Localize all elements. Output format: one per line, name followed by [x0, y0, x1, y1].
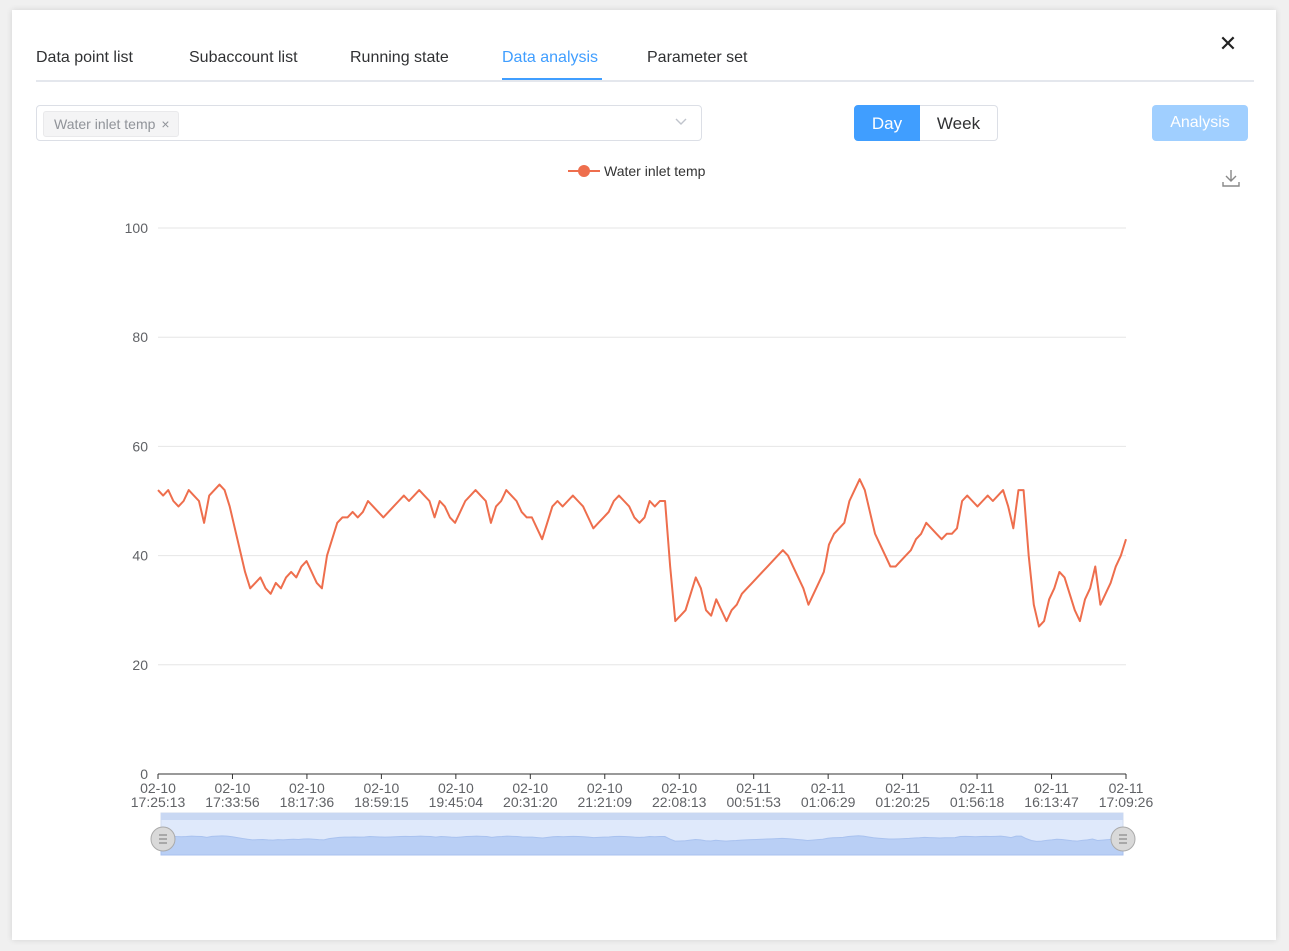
x-tick-label-time: 18:59:15: [354, 794, 409, 810]
tab-subaccount-list[interactable]: Subaccount list: [189, 49, 298, 66]
line-chart: 02040608010002-1017:25:1302-1017:33:5602…: [125, 163, 1154, 856]
tab-data-analysis[interactable]: Data analysis: [502, 49, 599, 66]
zoom-selected-band: [161, 813, 1123, 820]
chevron-down-icon[interactable]: [673, 113, 689, 129]
x-tick-label-date: 02-10: [363, 780, 399, 796]
x-tick-label-date: 02-11: [960, 780, 995, 796]
x-tick-label-date: 02-10: [140, 780, 176, 796]
data-point-select[interactable]: Water inlet temp ×: [36, 105, 702, 141]
y-tick-label: 60: [132, 438, 148, 454]
tab-data-point-list[interactable]: Data point list: [36, 49, 133, 66]
active-tab-indicator: [502, 78, 602, 80]
x-tick-label-date: 02-11: [811, 780, 846, 796]
x-tick-label-time: 18:17:36: [280, 794, 335, 810]
x-tick-label-time: 17:25:13: [131, 794, 186, 810]
x-tick-label-date: 02-11: [1109, 780, 1144, 796]
selected-tag: Water inlet temp ×: [43, 111, 179, 137]
close-icon[interactable]: ✕: [1218, 31, 1238, 56]
zoom-preview-area: [160, 835, 1124, 856]
analysis-button[interactable]: Analysis: [1152, 105, 1248, 141]
x-tick-label-time: 22:08:13: [652, 794, 707, 810]
tab-parameter-set[interactable]: Parameter set: [647, 49, 748, 66]
legend-label: Water inlet temp: [604, 163, 706, 179]
x-tick-label-date: 02-10: [438, 780, 474, 796]
tag-close-icon[interactable]: ×: [161, 116, 170, 132]
data-dialog: ✕ Data point list Subaccount list Runnin…: [12, 10, 1276, 940]
x-tick-label-date: 02-10: [512, 780, 548, 796]
x-tick-label-date: 02-10: [215, 780, 251, 796]
tab-running-state[interactable]: Running state: [350, 49, 449, 66]
x-tick-label-date: 02-10: [289, 780, 325, 796]
x-tick-label-time: 17:09:26: [1099, 794, 1154, 810]
download-icon[interactable]: [1220, 167, 1242, 189]
selected-tag-label: Water inlet temp: [54, 116, 156, 132]
x-tick-label-date: 02-11: [1034, 780, 1069, 796]
x-tick-label-date: 02-10: [661, 780, 697, 796]
x-tick-label-time: 16:13:47: [1024, 794, 1079, 810]
period-toggle: Day Week: [854, 105, 998, 141]
week-button[interactable]: Week: [920, 105, 998, 141]
y-tick-label: 40: [132, 548, 148, 564]
x-tick-label-time: 00:51:53: [726, 794, 781, 810]
x-tick-label-time: 21:21:09: [578, 794, 633, 810]
x-tick-label-date: 02-10: [587, 780, 623, 796]
x-tick-label-date: 02-11: [885, 780, 920, 796]
x-tick-label-time: 19:45:04: [429, 794, 484, 810]
x-tick-label-time: 01:06:29: [801, 794, 856, 810]
x-tick-label-date: 02-11: [736, 780, 771, 796]
y-tick-label: 0: [140, 766, 148, 782]
x-tick-label-time: 17:33:56: [205, 794, 260, 810]
series-line-water-inlet-temp: [157, 478, 1127, 628]
x-tick-label-time: 01:20:25: [875, 794, 930, 810]
x-tick-label-time: 01:56:18: [950, 794, 1005, 810]
tab-bar: Data point list Subaccount list Running …: [36, 46, 1254, 82]
legend-marker: [578, 165, 590, 177]
y-tick-label: 100: [125, 220, 149, 236]
x-tick-label-time: 20:31:20: [503, 794, 558, 810]
y-tick-label: 20: [132, 657, 148, 673]
y-tick-label: 80: [132, 329, 148, 345]
day-button[interactable]: Day: [854, 105, 920, 141]
